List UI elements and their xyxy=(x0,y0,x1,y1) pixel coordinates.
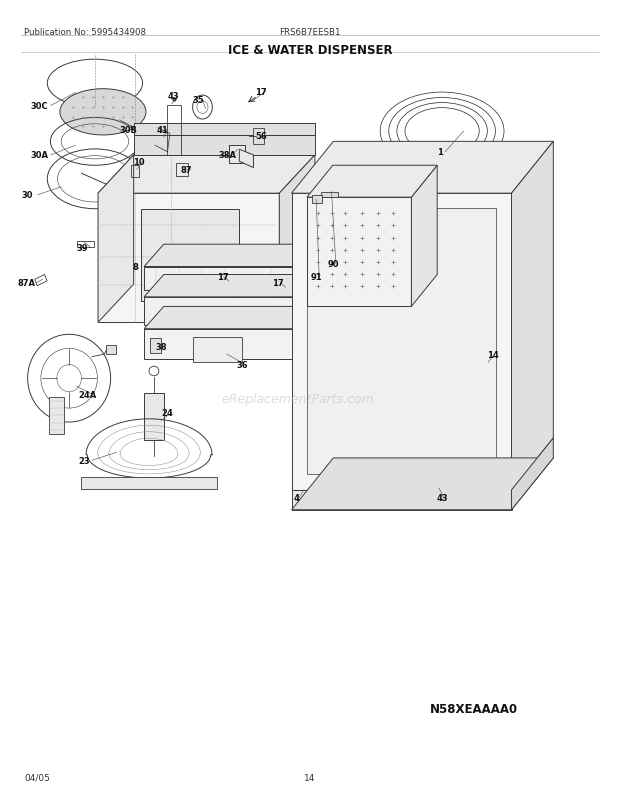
Polygon shape xyxy=(106,345,117,354)
Polygon shape xyxy=(144,267,329,291)
Ellipse shape xyxy=(60,90,146,136)
Text: 35: 35 xyxy=(192,95,204,104)
Polygon shape xyxy=(49,397,64,435)
Text: 41: 41 xyxy=(157,126,169,135)
Text: 8: 8 xyxy=(132,263,138,272)
Polygon shape xyxy=(144,245,348,267)
Text: 4: 4 xyxy=(293,494,299,503)
Text: 38: 38 xyxy=(156,342,167,351)
Polygon shape xyxy=(321,192,338,198)
Text: 10: 10 xyxy=(133,157,145,167)
Polygon shape xyxy=(291,459,553,510)
Polygon shape xyxy=(307,198,412,307)
Polygon shape xyxy=(134,124,315,136)
Text: N58XEAAAA0: N58XEAAAA0 xyxy=(430,703,518,715)
Text: 30A: 30A xyxy=(30,152,48,160)
Polygon shape xyxy=(98,156,315,194)
Polygon shape xyxy=(254,128,264,144)
Polygon shape xyxy=(291,142,553,194)
Polygon shape xyxy=(329,307,348,359)
Text: ICE & WATER DISPENSER: ICE & WATER DISPENSER xyxy=(228,44,392,57)
Polygon shape xyxy=(307,166,437,198)
Text: 43: 43 xyxy=(168,92,179,101)
Text: 90: 90 xyxy=(327,260,339,269)
Text: 56: 56 xyxy=(255,132,267,141)
Text: 17: 17 xyxy=(255,87,267,96)
Polygon shape xyxy=(239,150,254,168)
Text: 39: 39 xyxy=(77,244,89,253)
Text: 24: 24 xyxy=(162,408,174,418)
Text: eReplacementParts.com: eReplacementParts.com xyxy=(221,393,374,406)
Polygon shape xyxy=(150,339,161,353)
Text: 38A: 38A xyxy=(218,152,236,160)
Text: 30C: 30C xyxy=(31,102,48,111)
Text: 30B: 30B xyxy=(120,126,138,135)
Polygon shape xyxy=(307,209,496,474)
Text: 23: 23 xyxy=(78,456,90,465)
Text: 87: 87 xyxy=(180,165,192,175)
Polygon shape xyxy=(134,136,315,156)
Text: 17: 17 xyxy=(217,273,229,282)
Polygon shape xyxy=(144,307,348,330)
Text: 17: 17 xyxy=(272,278,284,288)
Polygon shape xyxy=(512,439,553,510)
Polygon shape xyxy=(81,477,217,489)
Polygon shape xyxy=(329,245,348,291)
Text: 43: 43 xyxy=(436,494,448,503)
Text: 87A: 87A xyxy=(17,278,35,288)
Text: Publication No: 5995434908: Publication No: 5995434908 xyxy=(24,28,146,37)
Polygon shape xyxy=(141,210,239,302)
Polygon shape xyxy=(291,490,512,510)
Polygon shape xyxy=(144,298,329,326)
Text: FRS6B7EESB1: FRS6B7EESB1 xyxy=(279,28,341,37)
Polygon shape xyxy=(229,146,246,164)
Polygon shape xyxy=(144,330,329,359)
Polygon shape xyxy=(412,166,437,307)
Polygon shape xyxy=(279,156,315,323)
Text: 36: 36 xyxy=(237,361,248,370)
Text: 30: 30 xyxy=(22,191,33,200)
Polygon shape xyxy=(144,393,164,441)
Text: 04/05: 04/05 xyxy=(24,772,50,782)
Polygon shape xyxy=(329,275,348,326)
Text: 14: 14 xyxy=(487,350,499,359)
Polygon shape xyxy=(512,142,553,490)
Polygon shape xyxy=(291,194,512,490)
Text: 14: 14 xyxy=(304,772,316,782)
Text: 24A: 24A xyxy=(79,390,97,399)
Polygon shape xyxy=(98,156,134,323)
Text: 1: 1 xyxy=(437,148,443,157)
Text: 91: 91 xyxy=(311,273,322,282)
Polygon shape xyxy=(98,194,279,323)
Polygon shape xyxy=(312,196,322,204)
Polygon shape xyxy=(144,275,348,298)
Polygon shape xyxy=(193,338,242,363)
